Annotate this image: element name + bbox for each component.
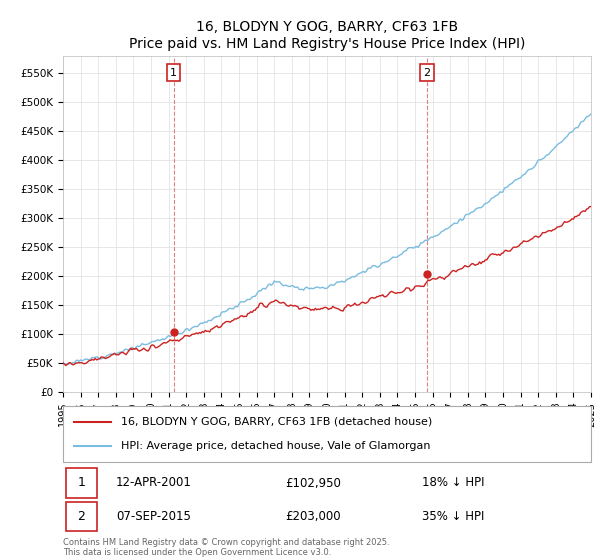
Text: 07-SEP-2015: 07-SEP-2015 [116, 510, 191, 523]
Text: 1: 1 [170, 68, 177, 78]
Text: 12-APR-2001: 12-APR-2001 [116, 477, 191, 489]
Text: £203,000: £203,000 [285, 510, 340, 523]
Text: 18% ↓ HPI: 18% ↓ HPI [422, 477, 485, 489]
Text: HPI: Average price, detached house, Vale of Glamorgan: HPI: Average price, detached house, Vale… [121, 441, 431, 451]
Text: 2: 2 [423, 68, 430, 78]
Text: 2: 2 [77, 510, 85, 523]
Text: Contains HM Land Registry data © Crown copyright and database right 2025.
This d: Contains HM Land Registry data © Crown c… [63, 538, 389, 557]
FancyBboxPatch shape [63, 406, 591, 462]
FancyBboxPatch shape [65, 468, 97, 498]
Text: 16, BLODYN Y GOG, BARRY, CF63 1FB (detached house): 16, BLODYN Y GOG, BARRY, CF63 1FB (detac… [121, 417, 433, 427]
FancyBboxPatch shape [65, 502, 97, 531]
Text: £102,950: £102,950 [285, 477, 341, 489]
Text: 1: 1 [77, 477, 85, 489]
Title: 16, BLODYN Y GOG, BARRY, CF63 1FB
Price paid vs. HM Land Registry's House Price : 16, BLODYN Y GOG, BARRY, CF63 1FB Price … [129, 21, 525, 50]
Text: 35% ↓ HPI: 35% ↓ HPI [422, 510, 484, 523]
